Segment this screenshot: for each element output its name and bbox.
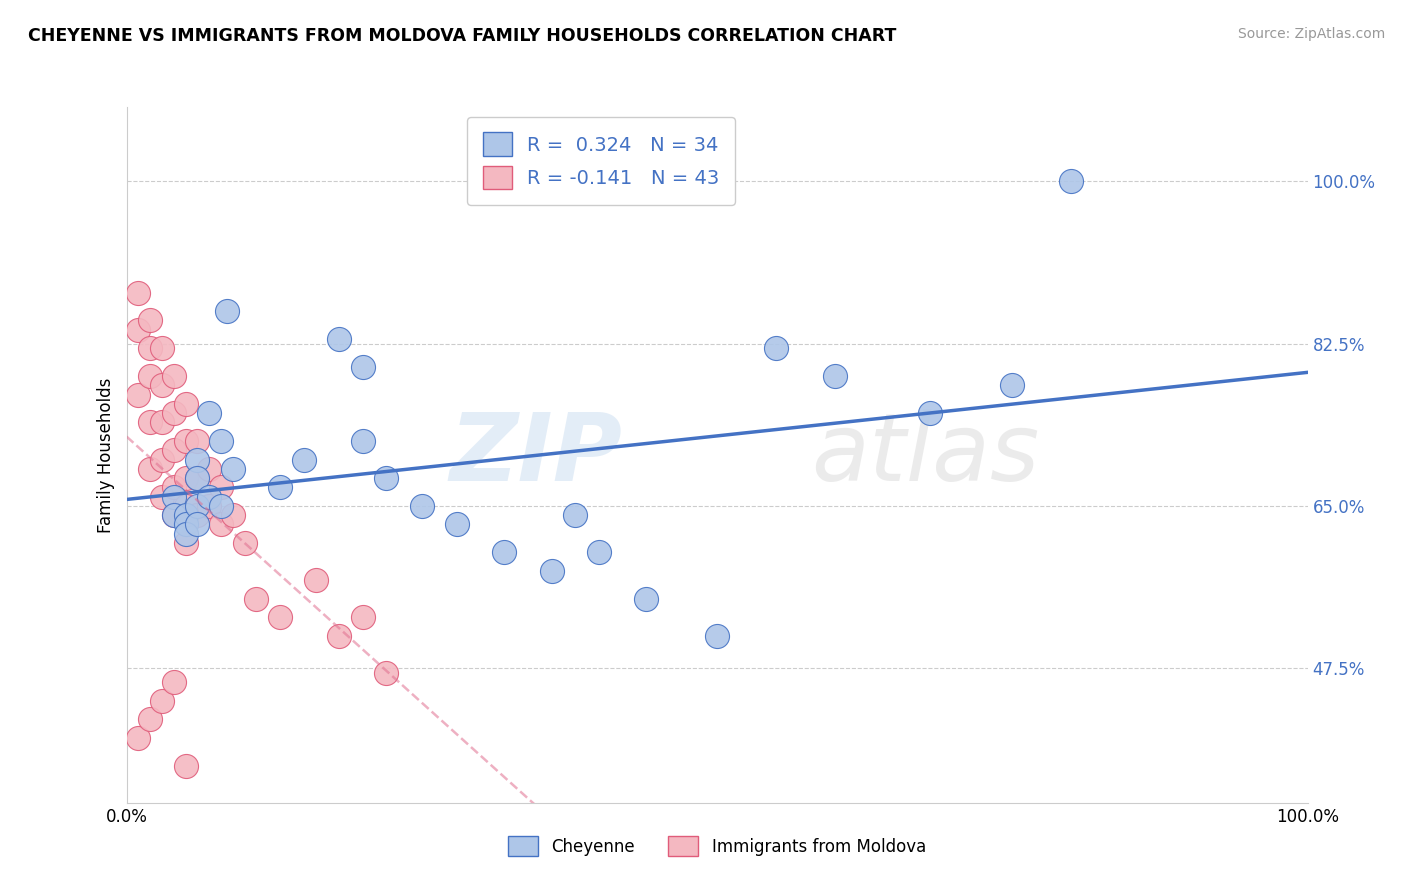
Point [186,508,208,523]
Point [706,629,728,643]
Point [139,313,162,327]
Point [446,517,468,532]
Point [163,480,186,494]
Point [824,369,846,384]
Point [328,332,350,346]
Point [174,397,197,411]
Point [304,573,326,587]
Point [215,304,238,318]
Point [186,499,208,513]
Point [174,526,197,541]
Text: CHEYENNE VS IMMIGRANTS FROM MOLDOVA FAMILY HOUSEHOLDS CORRELATION CHART: CHEYENNE VS IMMIGRANTS FROM MOLDOVA FAMI… [28,27,897,45]
Point [186,452,208,467]
Point [209,434,232,448]
Point [209,480,232,494]
Text: ZIP: ZIP [450,409,623,501]
Point [375,471,398,485]
Point [186,471,208,485]
Point [222,508,245,523]
Point [127,323,149,337]
Point [222,462,245,476]
Point [150,416,173,430]
Point [127,731,149,745]
Point [209,499,232,513]
Point [139,462,162,476]
Point [139,341,162,355]
Point [163,369,186,384]
Point [174,508,197,523]
Point [163,443,186,458]
Point [150,452,173,467]
Point [163,508,186,523]
Point [588,545,610,559]
Point [150,694,173,708]
Point [198,462,221,476]
Point [269,610,291,624]
Point [139,712,162,726]
Point [150,490,173,504]
Legend: Cheyenne, Immigrants from Moldova: Cheyenne, Immigrants from Moldova [499,828,935,864]
Point [411,499,433,513]
Point [186,434,208,448]
Point [198,499,221,513]
Text: Source: ZipAtlas.com: Source: ZipAtlas.com [1237,27,1385,41]
Point [494,545,516,559]
Point [163,490,186,504]
Point [163,508,186,523]
Point [186,471,208,485]
Point [174,536,197,550]
Point [150,341,173,355]
Point [150,378,173,392]
Text: atlas: atlas [811,409,1040,500]
Point [1001,378,1024,392]
Point [209,517,232,532]
Point [186,517,208,532]
Point [564,508,586,523]
Point [352,610,374,624]
Point [765,341,787,355]
Point [198,406,221,420]
Point [174,499,197,513]
Point [269,480,291,494]
Point [636,591,658,606]
Point [174,517,197,532]
Point [292,452,315,467]
Point [540,564,562,578]
Point [918,406,941,420]
Point [352,434,374,448]
Point [1060,174,1083,188]
Point [328,629,350,643]
Point [163,406,186,420]
Y-axis label: Family Households: Family Households [97,377,115,533]
Point [139,369,162,384]
Point [375,665,398,680]
Point [174,471,197,485]
Point [174,434,197,448]
Point [233,536,256,550]
Point [352,359,374,374]
Point [174,758,197,772]
Point [139,416,162,430]
Point [163,675,186,690]
Point [245,591,267,606]
Point [127,285,149,300]
Point [198,490,221,504]
Point [127,387,149,401]
